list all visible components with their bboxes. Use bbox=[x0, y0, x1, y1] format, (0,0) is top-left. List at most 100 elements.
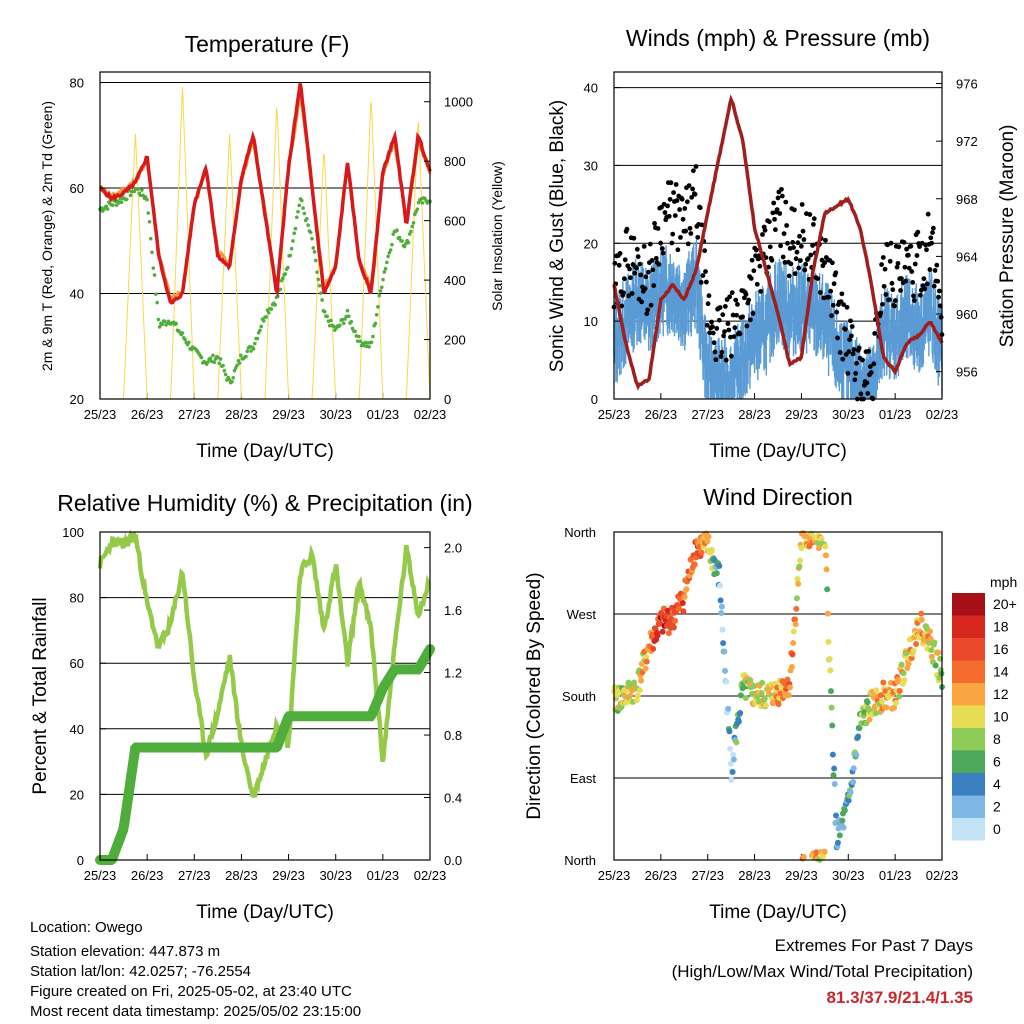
point-dewpoint bbox=[199, 355, 204, 360]
point-gust bbox=[800, 228, 806, 234]
point-gust bbox=[792, 271, 798, 277]
point-dewpoint bbox=[381, 277, 385, 282]
point-wind-direction bbox=[841, 807, 848, 814]
x-tick-label: 25/23 bbox=[598, 868, 631, 883]
y-tick-label: 80 bbox=[70, 76, 84, 91]
colorbar-label: 6 bbox=[993, 754, 1001, 770]
point-wind-direction bbox=[826, 656, 833, 663]
x-tick-label: 30/23 bbox=[832, 407, 865, 422]
point-dewpoint bbox=[208, 356, 213, 361]
point-wind-direction bbox=[698, 549, 705, 556]
x-tick-label: 01/23 bbox=[879, 407, 912, 422]
y-tick-label: 20 bbox=[70, 787, 84, 802]
point-wind-direction bbox=[883, 704, 890, 711]
point-gust bbox=[688, 231, 694, 236]
point-wind-direction bbox=[770, 699, 777, 706]
point-gust bbox=[847, 337, 853, 342]
point-gust bbox=[860, 357, 865, 363]
point-dewpoint bbox=[377, 293, 382, 298]
chart-title: Wind Direction bbox=[703, 484, 853, 510]
point-gust bbox=[801, 237, 807, 242]
point-gust bbox=[830, 302, 836, 308]
point-wind-direction bbox=[792, 621, 799, 628]
point-gust bbox=[777, 211, 783, 216]
point-gust bbox=[679, 196, 685, 202]
point-gust bbox=[775, 195, 781, 201]
point-wind-direction bbox=[723, 678, 730, 685]
point-gust bbox=[925, 211, 931, 217]
colorbar-swatch bbox=[952, 615, 985, 638]
point-gust bbox=[807, 212, 813, 217]
point-wind-direction bbox=[786, 684, 793, 691]
y2-tick-label: 2.0 bbox=[444, 541, 462, 556]
point-wind-direction bbox=[675, 605, 682, 612]
point-gust bbox=[743, 292, 749, 297]
point-gust bbox=[704, 322, 710, 328]
point-gust bbox=[803, 261, 809, 267]
y-tick-label: 20 bbox=[70, 392, 84, 407]
point-gust bbox=[687, 225, 693, 231]
point-dewpoint bbox=[218, 357, 223, 361]
point-dewpoint bbox=[245, 349, 250, 354]
point-wind-direction bbox=[691, 561, 698, 568]
point-dewpoint bbox=[293, 226, 298, 231]
point-gust bbox=[879, 262, 884, 267]
point-wind-direction bbox=[921, 637, 928, 644]
point-gust bbox=[930, 230, 935, 235]
point-dewpoint bbox=[291, 239, 295, 243]
point-wind-direction bbox=[932, 662, 939, 669]
point-gust bbox=[899, 276, 904, 281]
point-wind-direction bbox=[800, 853, 807, 860]
colorbar-swatch bbox=[952, 818, 985, 841]
point-gust bbox=[659, 246, 665, 251]
point-gust bbox=[670, 231, 676, 237]
point-gust bbox=[908, 243, 914, 249]
point-dewpoint bbox=[231, 375, 236, 380]
point-gust bbox=[822, 260, 828, 266]
point-gust bbox=[720, 312, 726, 318]
point-gust bbox=[852, 377, 858, 383]
point-wind-direction bbox=[793, 605, 800, 612]
point-wind-direction bbox=[814, 540, 821, 547]
point-gust bbox=[872, 331, 878, 336]
point-wind-direction bbox=[642, 665, 649, 672]
y-tick-label: West bbox=[567, 607, 597, 622]
point-gust bbox=[910, 280, 916, 285]
point-gust bbox=[727, 294, 733, 300]
point-gust bbox=[767, 244, 773, 250]
point-gust bbox=[621, 276, 627, 282]
point-gust bbox=[815, 276, 821, 282]
point-dewpoint bbox=[146, 211, 151, 215]
point-wind-direction bbox=[696, 544, 703, 551]
point-wind-direction bbox=[840, 824, 847, 831]
point-wind-direction bbox=[665, 630, 672, 637]
point-gust bbox=[781, 231, 787, 237]
point-gust bbox=[621, 290, 626, 296]
point-dewpoint bbox=[387, 250, 392, 255]
point-dewpoint bbox=[211, 353, 215, 358]
x-tick-label: 28/23 bbox=[738, 407, 771, 422]
point-dewpoint bbox=[155, 300, 159, 305]
point-gust bbox=[882, 266, 888, 272]
series-station-pressure bbox=[612, 94, 944, 391]
point-dewpoint bbox=[230, 379, 234, 384]
point-dewpoint bbox=[289, 246, 294, 251]
point-gust bbox=[840, 356, 846, 362]
point-dewpoint bbox=[317, 283, 322, 288]
point-wind-direction bbox=[719, 626, 726, 633]
point-gust bbox=[757, 263, 763, 269]
point-gust bbox=[721, 333, 727, 339]
point-gust bbox=[737, 331, 743, 337]
y-tick-label: North bbox=[564, 853, 596, 868]
point-gust bbox=[650, 267, 656, 273]
point-gust bbox=[653, 255, 659, 261]
point-wind-direction bbox=[634, 692, 641, 699]
y-axis-label: Direction (Colored By Speed) bbox=[524, 572, 545, 819]
colorbar-swatch bbox=[952, 750, 985, 773]
y-tick-label: 20 bbox=[584, 236, 598, 251]
colorbar-swatch bbox=[952, 773, 985, 796]
point-dewpoint bbox=[410, 224, 415, 229]
point-gust bbox=[622, 257, 628, 263]
point-dewpoint bbox=[358, 339, 362, 344]
